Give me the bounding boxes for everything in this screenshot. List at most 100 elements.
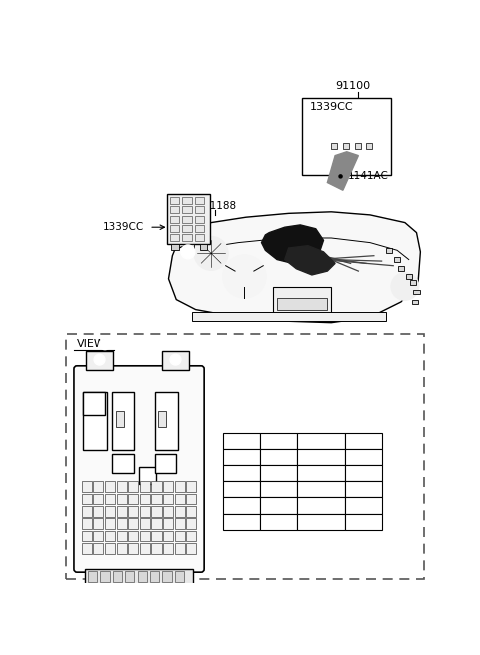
Bar (200, 244, 207, 250)
Bar (137, 571, 147, 582)
Bar (93, 518, 103, 529)
Bar (117, 494, 127, 504)
Bar (260, 514, 297, 530)
Bar (86, 351, 113, 369)
Text: A: A (185, 248, 191, 256)
Circle shape (170, 354, 181, 365)
Bar (140, 543, 150, 553)
Text: 18980F: 18980F (262, 501, 296, 510)
Text: FUSE-MINI: FUSE-MINI (295, 469, 348, 477)
Bar (100, 571, 109, 582)
Polygon shape (327, 152, 359, 190)
Bar (163, 506, 173, 517)
Bar (343, 143, 349, 149)
Bar (83, 392, 105, 415)
Circle shape (234, 266, 255, 288)
Bar (163, 518, 173, 529)
Text: REMARK: REMARK (345, 436, 383, 445)
Bar (175, 531, 185, 542)
Bar (277, 298, 327, 310)
Bar (412, 299, 418, 304)
Bar (195, 225, 204, 232)
Text: e: e (239, 517, 244, 526)
Bar (297, 498, 345, 514)
Bar (152, 506, 162, 517)
Bar (155, 454, 176, 473)
Bar (117, 531, 127, 542)
Bar (93, 543, 103, 553)
Bar (82, 494, 92, 504)
Circle shape (223, 255, 266, 298)
Bar (260, 465, 297, 481)
Bar (223, 481, 260, 498)
Bar (152, 531, 162, 542)
Bar (128, 518, 138, 529)
Bar (152, 543, 162, 553)
Bar (82, 481, 92, 492)
Bar (302, 98, 391, 175)
Bar (66, 334, 424, 579)
Bar (175, 543, 185, 553)
Bar (105, 494, 115, 504)
Bar (260, 481, 297, 498)
Text: 1141AC: 1141AC (348, 172, 389, 181)
Bar (170, 197, 180, 204)
Bar (182, 206, 192, 214)
Bar (223, 449, 260, 465)
Circle shape (181, 245, 195, 259)
Text: 18980C: 18980C (261, 469, 296, 477)
Bar (195, 234, 204, 241)
Bar (117, 543, 127, 553)
Bar (163, 543, 173, 553)
Circle shape (94, 354, 105, 365)
Bar (186, 244, 194, 250)
Bar (105, 531, 115, 542)
Bar (83, 392, 107, 450)
Text: KEY NO: KEY NO (262, 436, 295, 445)
Bar (155, 392, 178, 450)
Bar (345, 465, 383, 481)
Text: d: d (239, 501, 244, 510)
Bar (112, 454, 133, 473)
Bar (93, 481, 103, 492)
Bar (105, 481, 115, 492)
Bar (175, 571, 184, 582)
Bar (175, 506, 185, 517)
Text: c: c (239, 485, 244, 494)
Bar (163, 494, 173, 504)
Bar (273, 286, 331, 314)
Bar (195, 215, 204, 223)
Text: 1339CC: 1339CC (310, 102, 353, 112)
Bar (158, 411, 166, 426)
Bar (345, 498, 383, 514)
Bar (140, 494, 150, 504)
Bar (140, 506, 150, 517)
Bar (88, 571, 97, 582)
Bar (105, 543, 115, 553)
Bar (186, 518, 196, 529)
Text: SYMBOL: SYMBOL (223, 436, 260, 445)
Bar (116, 411, 123, 426)
Bar (170, 234, 180, 241)
Bar (125, 571, 134, 582)
Text: 1339CC: 1339CC (103, 222, 144, 233)
Bar (175, 518, 185, 529)
Text: b: b (239, 469, 244, 477)
Bar (182, 225, 192, 232)
Bar (117, 518, 127, 529)
Bar (186, 543, 196, 553)
Text: 91188: 91188 (204, 200, 237, 211)
Text: FUSE-MINI: FUSE-MINI (295, 501, 348, 510)
Circle shape (372, 125, 380, 132)
Bar (192, 312, 385, 321)
Polygon shape (285, 246, 335, 275)
Bar (223, 498, 260, 514)
Text: FUSE-MINI: FUSE-MINI (295, 517, 348, 526)
Bar (297, 481, 345, 498)
Text: 20A: 20A (354, 485, 373, 494)
Text: 10A: 10A (354, 453, 373, 462)
Bar (117, 481, 127, 492)
Bar (413, 290, 420, 294)
Bar (386, 248, 393, 253)
Bar (366, 143, 372, 149)
